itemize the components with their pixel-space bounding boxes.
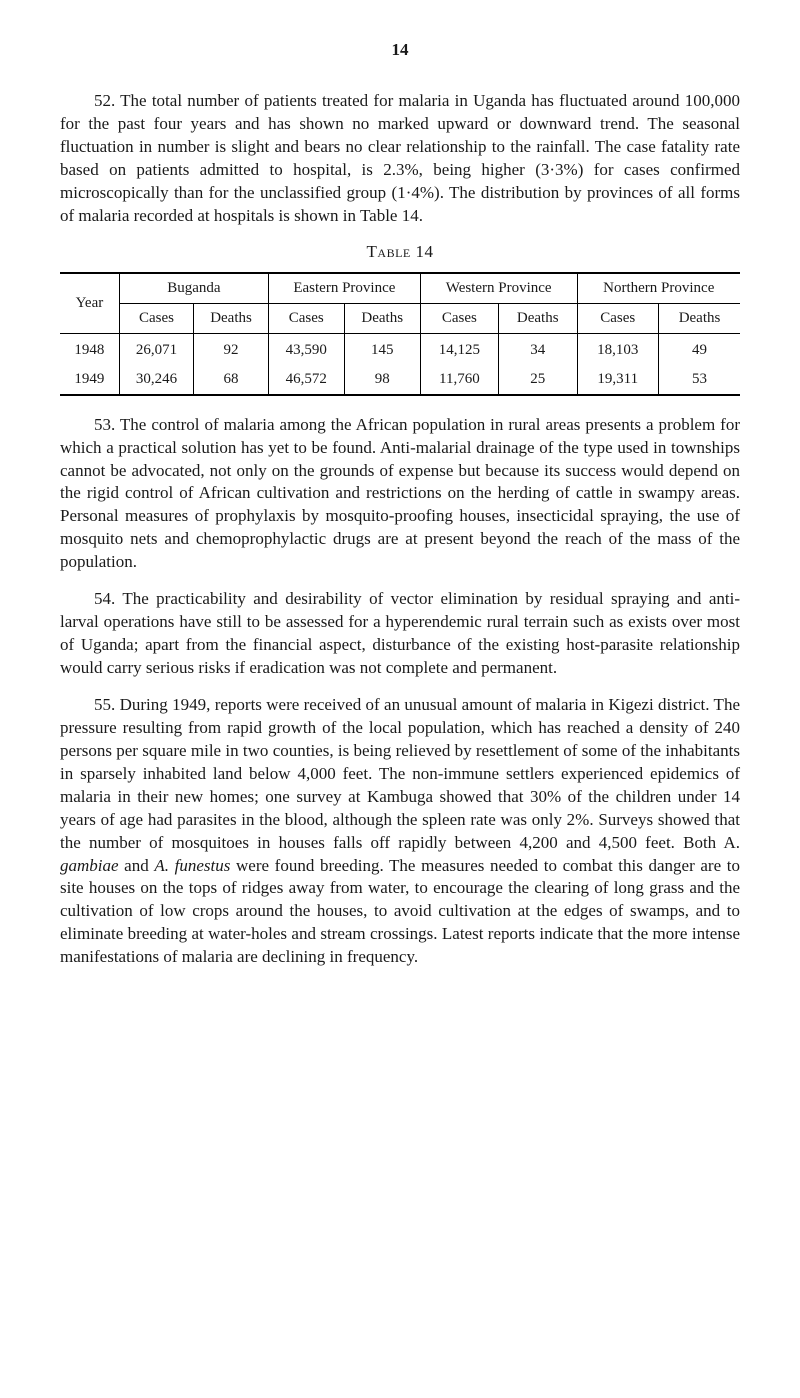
group-eastern: Eastern Province <box>268 273 420 304</box>
paragraph-53: 53. The control of malaria among the Afr… <box>60 414 740 575</box>
cell: 25 <box>498 365 577 395</box>
group-western: Western Province <box>420 273 577 304</box>
cell: 26,071 <box>119 333 193 365</box>
species-funestus: A. funestus <box>154 856 230 875</box>
group-buganda: Buganda <box>119 273 268 304</box>
species-gambiae: gambiae <box>60 856 119 875</box>
document-page: 14 52. The total number of patients trea… <box>0 0 800 1043</box>
sub-deaths: Deaths <box>344 303 420 333</box>
cell: 46,572 <box>268 365 344 395</box>
p55-text-a: 55. During 1949, reports were received o… <box>60 695 740 852</box>
table-row: 1948 26,071 92 43,590 145 14,125 34 18,1… <box>60 333 740 365</box>
p55-text-b: and <box>119 856 155 875</box>
cell: 53 <box>659 365 740 395</box>
cell: 11,760 <box>420 365 498 395</box>
malaria-table: Year Buganda Eastern Province Western Pr… <box>60 272 740 396</box>
cell: 145 <box>344 333 420 365</box>
year-header: Year <box>60 273 119 334</box>
table-caption: Table 14 <box>60 242 740 262</box>
cell: 18,103 <box>577 333 659 365</box>
cell: 19,311 <box>577 365 659 395</box>
sub-deaths: Deaths <box>194 303 269 333</box>
group-northern: Northern Province <box>577 273 740 304</box>
paragraph-52: 52. The total number of patients treated… <box>60 90 740 228</box>
cell: 43,590 <box>268 333 344 365</box>
cell: 92 <box>194 333 269 365</box>
cell: 98 <box>344 365 420 395</box>
cell-year: 1948 <box>60 333 119 365</box>
sub-deaths: Deaths <box>498 303 577 333</box>
cell: 34 <box>498 333 577 365</box>
page-number: 14 <box>60 40 740 60</box>
cell-year: 1949 <box>60 365 119 395</box>
table-row: 1949 30,246 68 46,572 98 11,760 25 19,31… <box>60 365 740 395</box>
cell: 14,125 <box>420 333 498 365</box>
cell: 49 <box>659 333 740 365</box>
sub-cases: Cases <box>577 303 659 333</box>
sub-cases: Cases <box>420 303 498 333</box>
cell: 30,246 <box>119 365 193 395</box>
sub-cases: Cases <box>268 303 344 333</box>
sub-deaths: Deaths <box>659 303 740 333</box>
cell: 68 <box>194 365 269 395</box>
paragraph-54: 54. The practicability and desirability … <box>60 588 740 680</box>
sub-cases: Cases <box>119 303 193 333</box>
paragraph-55: 55. During 1949, reports were received o… <box>60 694 740 969</box>
